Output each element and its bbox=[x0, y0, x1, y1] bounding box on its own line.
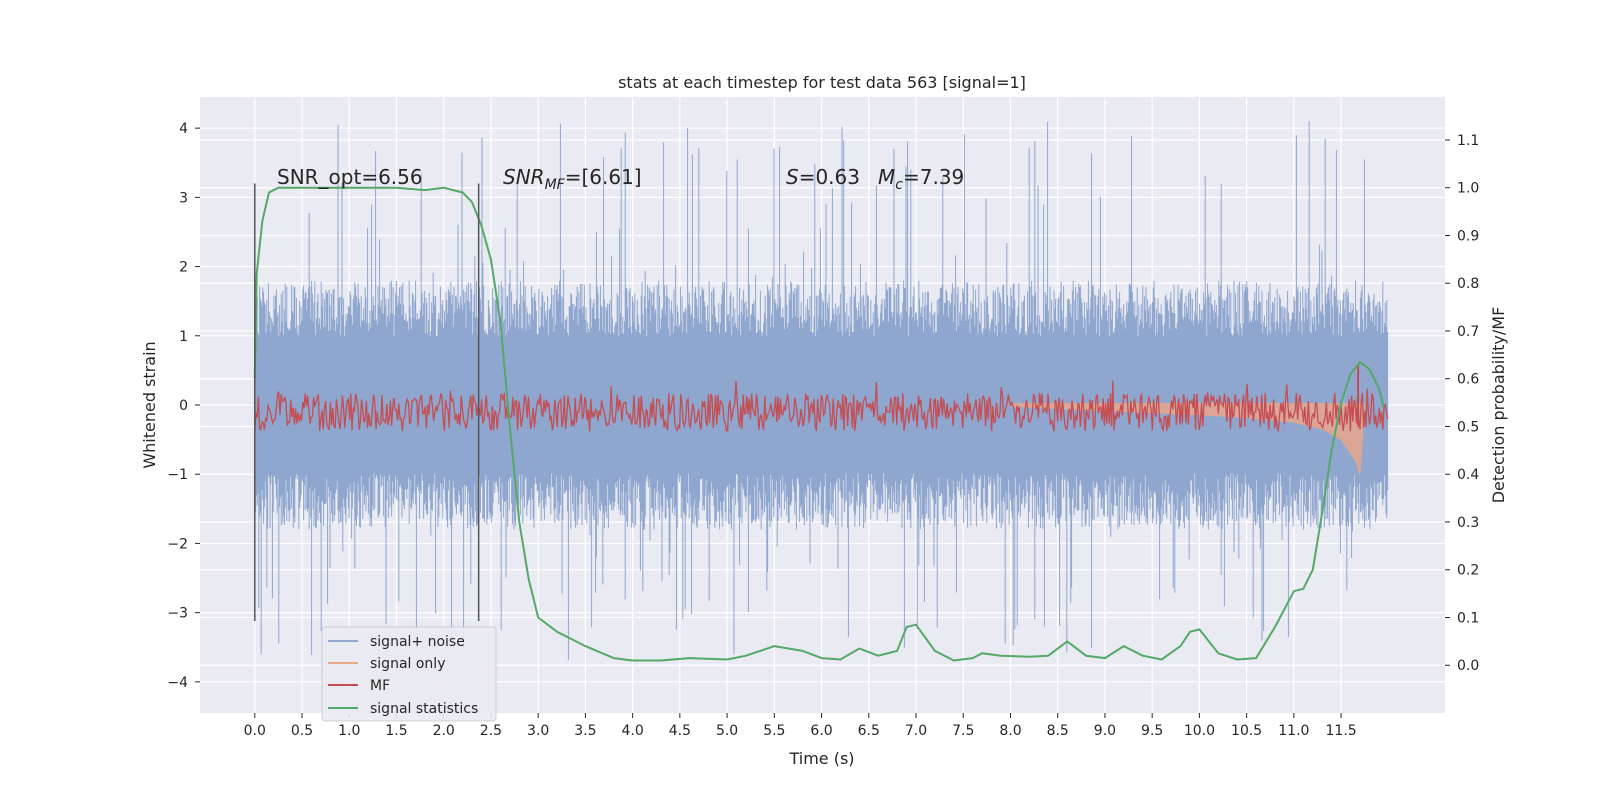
y-axis-label: Whitened strain bbox=[140, 341, 159, 468]
y-tick-label: 2 bbox=[179, 260, 188, 276]
snr-mf-value: =[6.61] bbox=[565, 165, 642, 189]
mc-var: M bbox=[878, 165, 895, 189]
x-tick-label: 1.0 bbox=[338, 723, 360, 739]
x-tick-label: 9.5 bbox=[1141, 723, 1163, 739]
legend-label-signal-statistics: signal statistics bbox=[370, 701, 478, 717]
legend-label-signal-only: signal only bbox=[370, 656, 445, 672]
x-axis: 0.0 0.5 1.0 1.5 2.0 2.5 3.0 3.5 4.0 4.5 5.0 5.5 6.0 6… bbox=[244, 713, 1357, 739]
annotation-s-mc: S=0.63 Mc=7.39 bbox=[786, 165, 964, 193]
y2-tick-label: 0.9 bbox=[1457, 228, 1479, 244]
x-tick-label: 11.5 bbox=[1326, 723, 1357, 739]
x-tick-label: 8.0 bbox=[999, 723, 1021, 739]
x-tick-label: 2.0 bbox=[433, 723, 455, 739]
x-tick-label: 5.5 bbox=[763, 723, 785, 739]
x-tick-label: 11.0 bbox=[1278, 723, 1309, 739]
snr-mf-sub: MF bbox=[545, 177, 566, 193]
x-tick-label: 6.0 bbox=[810, 723, 832, 739]
y-tick-label: 0 bbox=[179, 398, 188, 414]
series-layer bbox=[253, 121, 1389, 662]
x-tick-label: 7.5 bbox=[952, 723, 974, 739]
x-tick-label: 10.5 bbox=[1231, 723, 1262, 739]
vertical-markers bbox=[254, 183, 480, 621]
y2-tick-label: 0.1 bbox=[1457, 610, 1479, 626]
x-tick-label: 9.0 bbox=[1094, 723, 1116, 739]
y2-axis-label: Detection probability/MF bbox=[1489, 307, 1508, 504]
x-axis-label: Time (s) bbox=[788, 749, 854, 768]
series-mf bbox=[254, 380, 1389, 433]
x-tick-label: 10.0 bbox=[1184, 723, 1215, 739]
snr-mf-main: SNR bbox=[503, 165, 545, 189]
mc-value: =7.39 bbox=[903, 165, 964, 189]
x-tick-label: 4.0 bbox=[621, 723, 643, 739]
s-var: S bbox=[786, 165, 799, 189]
mc-sub: c bbox=[895, 177, 903, 193]
s-value: =0.63 bbox=[799, 165, 860, 189]
x-tick-label: 0.5 bbox=[291, 723, 313, 739]
y2-tick-label: 0.5 bbox=[1457, 419, 1479, 435]
y-tick-label: 1 bbox=[179, 329, 188, 345]
x-tick-label: 4.5 bbox=[669, 723, 691, 739]
legend-box bbox=[321, 626, 497, 722]
y-tick-label: 3 bbox=[179, 190, 188, 206]
y-axis-right: 1.1 1.0 0.9 0.8 0.7 0.6 0.5 0.4 0.3 0.2 0.1 0.0 bbox=[1445, 133, 1479, 674]
legend-label-signal-noise: signal+ noise bbox=[370, 634, 465, 650]
annotation-snr-opt: SNR_opt=6.56 bbox=[277, 165, 423, 189]
x-tick-label: 0.0 bbox=[244, 723, 266, 739]
y2-tick-label: 0.4 bbox=[1457, 467, 1479, 483]
x-tick-label: 6.5 bbox=[858, 723, 880, 739]
legend: signal+ noise signal only MF signal stat… bbox=[321, 626, 497, 722]
y2-tick-label: 1.1 bbox=[1457, 133, 1479, 149]
x-tick-label: 1.5 bbox=[385, 723, 407, 739]
y2-tick-label: 0.8 bbox=[1457, 276, 1479, 292]
y2-tick-label: 0.2 bbox=[1457, 563, 1479, 579]
y-axis-left: 4 3 2 1 0 −1 −2 −3 −4 bbox=[167, 121, 200, 691]
y-tick-label: −2 bbox=[167, 536, 188, 552]
y-tick-label: −1 bbox=[167, 467, 188, 483]
x-tick-label: 5.0 bbox=[716, 723, 738, 739]
series-signal-statistics bbox=[253, 186, 1385, 662]
chart-title: stats at each timestep for test data 563… bbox=[618, 73, 1026, 92]
y2-tick-label: 0.3 bbox=[1457, 515, 1479, 531]
y2-tick-label: 0.6 bbox=[1457, 372, 1479, 388]
x-tick-label: 3.0 bbox=[527, 723, 549, 739]
y2-tick-label: 0.0 bbox=[1457, 658, 1479, 674]
x-tick-label: 3.5 bbox=[574, 723, 596, 739]
y2-tick-label: 0.7 bbox=[1457, 324, 1479, 340]
legend-label-mf: MF bbox=[370, 678, 390, 694]
y2-tick-label: 1.0 bbox=[1457, 181, 1479, 197]
annotation-snr-mf: SNRMF=[6.61] bbox=[503, 165, 642, 193]
x-tick-label: 8.5 bbox=[1047, 723, 1069, 739]
x-tick-label: 2.5 bbox=[480, 723, 502, 739]
y-tick-label: −4 bbox=[167, 675, 188, 691]
x-tick-label: 7.0 bbox=[905, 723, 927, 739]
y-tick-label: −3 bbox=[167, 606, 188, 622]
series-signal-only bbox=[1010, 403, 1366, 475]
y-tick-label: 4 bbox=[179, 121, 188, 137]
